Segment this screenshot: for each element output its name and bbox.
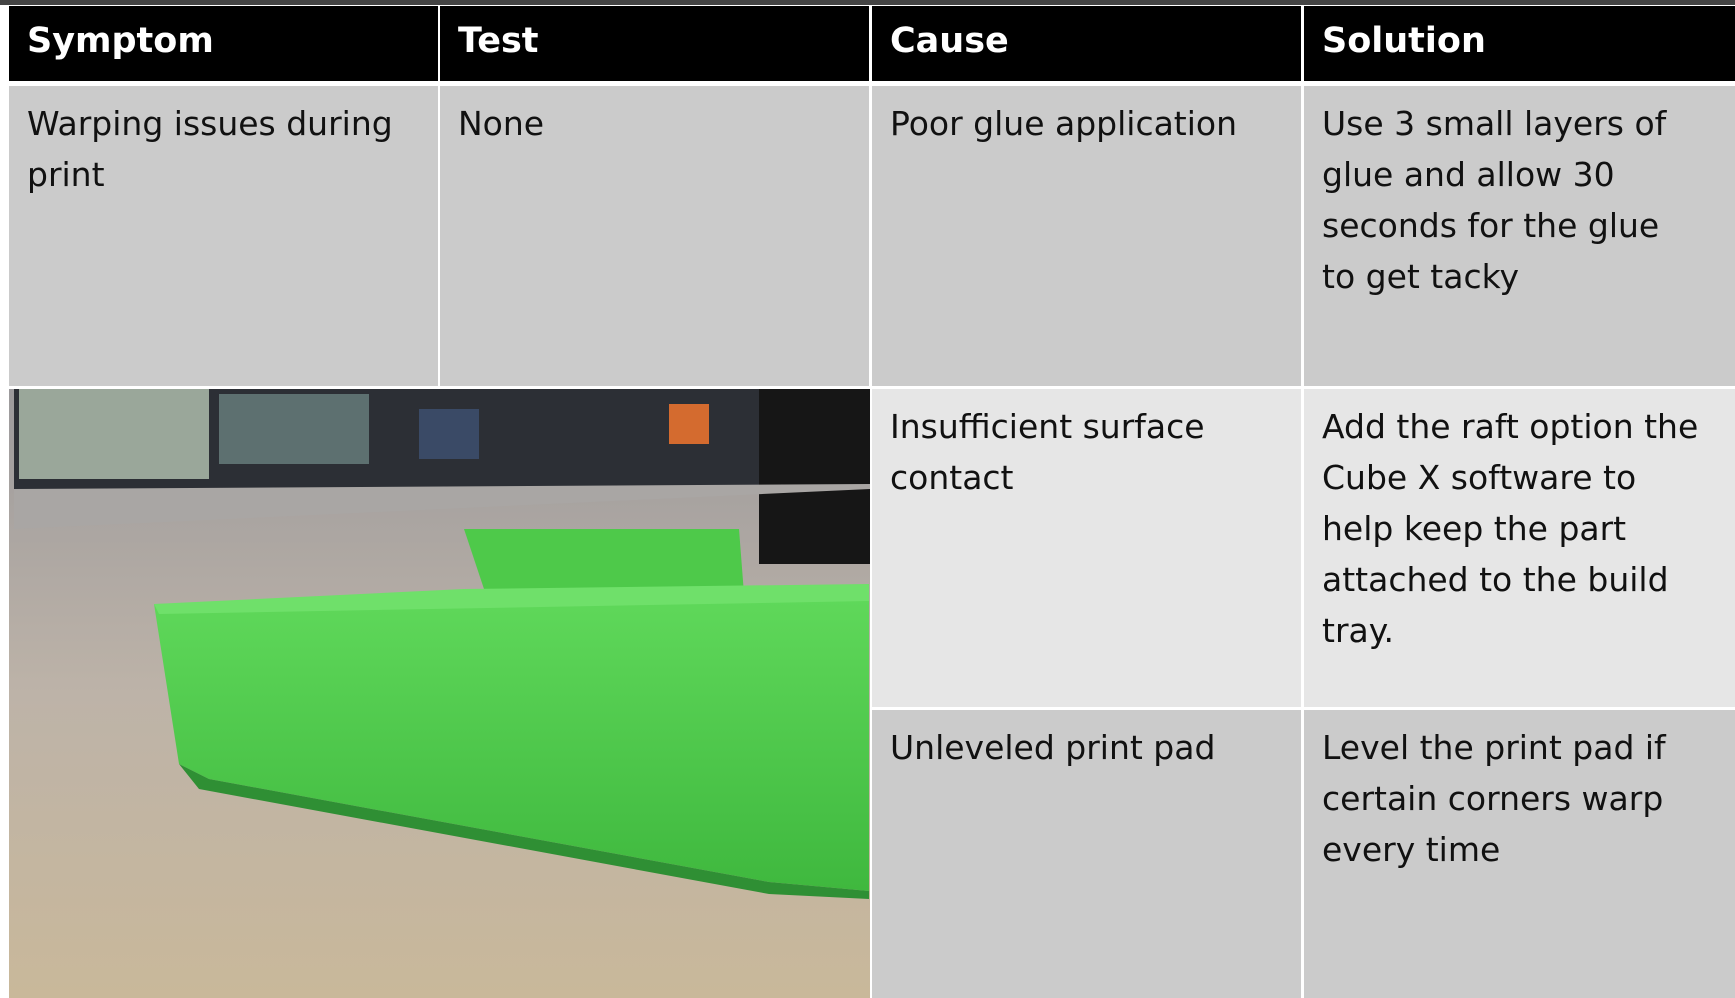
top-border (0, 0, 1735, 5)
table-cell: Unleveled print pad (872, 710, 1301, 998)
header-cell: Symptom (9, 6, 438, 81)
header-cell: Test (440, 6, 869, 81)
header-cell: Cause (872, 6, 1301, 81)
table-cell: Insufficient surface contact (872, 389, 1301, 707)
table-cell: Add the raft option the Cube X software … (1304, 389, 1735, 707)
table-cell: Level the print pad if certain corners w… (1304, 710, 1735, 998)
table-cell: Use 3 small layers of glue and allow 30 … (1304, 86, 1735, 386)
photo (9, 389, 870, 998)
table-cell: Poor glue application (872, 86, 1301, 386)
table-cell: None (440, 86, 869, 386)
table-cell: Warping issues during print (9, 86, 438, 386)
header-cell: Solution (1304, 6, 1735, 81)
